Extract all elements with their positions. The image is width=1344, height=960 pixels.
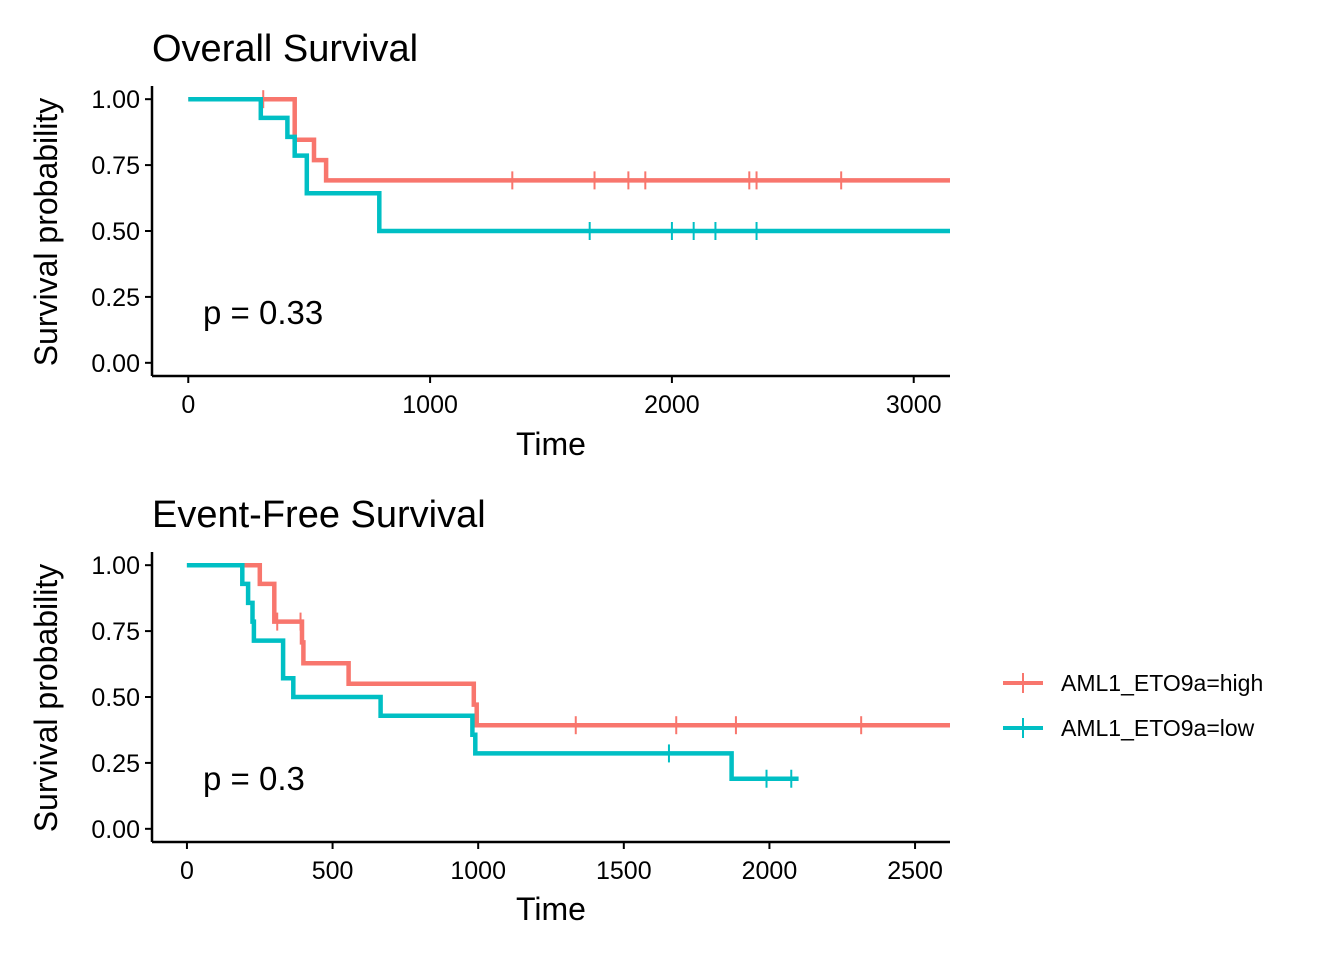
y-tick-label: 0.25 xyxy=(91,750,140,778)
x-tick-label: 3000 xyxy=(886,391,942,419)
legend-item-high: AML1_ETO9a=high xyxy=(1003,670,1263,696)
y-axis-title: Survival probability xyxy=(28,98,64,367)
x-tick-label: 2500 xyxy=(887,857,943,885)
x-tick-label: 0 xyxy=(180,857,194,885)
plot-area: 0.00 0.25 0.50 0.75 1.00 0 500 1000 1500 2000 2500 xyxy=(91,552,950,885)
y-tick-label: 0.75 xyxy=(91,618,140,646)
y-tick-label: 0.00 xyxy=(91,350,140,378)
y-tick-label: 0.25 xyxy=(91,284,140,312)
survival-curve-low xyxy=(186,562,799,781)
survival-curve-low xyxy=(188,96,950,234)
x-tick-label: 2000 xyxy=(644,391,700,419)
legend-label: AML1_ETO9a=high xyxy=(1061,670,1263,696)
x-tick-label: 1000 xyxy=(450,857,506,885)
x-tick-label: 1500 xyxy=(596,857,652,885)
event-free-survival-panel: Event-Free Survival Survival probability… xyxy=(28,494,950,927)
survival-curve-high xyxy=(186,562,950,728)
x-axis-title: Time xyxy=(516,891,586,927)
chart-title: Overall Survival xyxy=(152,28,418,70)
survival-curve-high xyxy=(188,96,950,183)
x-axis-title: Time xyxy=(516,426,586,462)
x-tick-label: 2000 xyxy=(742,857,798,885)
x-tick-label: 0 xyxy=(181,391,195,419)
x-tick-label: 1000 xyxy=(402,391,458,419)
y-tick-label: 1.00 xyxy=(91,86,140,114)
overall-survival-panel: Overall Survival Survival probability Ti… xyxy=(28,28,950,462)
y-tick-label: 0.00 xyxy=(91,816,140,844)
y-tick-label: 0.75 xyxy=(91,152,140,180)
y-tick-label: 0.50 xyxy=(91,218,140,246)
p-value-label: p = 0.33 xyxy=(203,294,323,331)
y-tick-label: 1.00 xyxy=(91,552,140,580)
legend: AML1_ETO9a=high AML1_ETO9a=low xyxy=(1003,670,1263,741)
legend-label: AML1_ETO9a=low xyxy=(1061,715,1255,741)
plot-area: 0.00 0.25 0.50 0.75 1.00 0 1000 2000 3000 xyxy=(91,86,950,419)
legend-item-low: AML1_ETO9a=low xyxy=(1003,715,1255,741)
y-tick-label: 0.50 xyxy=(91,684,140,712)
x-tick-label: 500 xyxy=(312,857,354,885)
y-axis-title: Survival probability xyxy=(28,564,64,833)
chart-title: Event-Free Survival xyxy=(152,494,486,536)
p-value-label: p = 0.3 xyxy=(203,760,305,797)
